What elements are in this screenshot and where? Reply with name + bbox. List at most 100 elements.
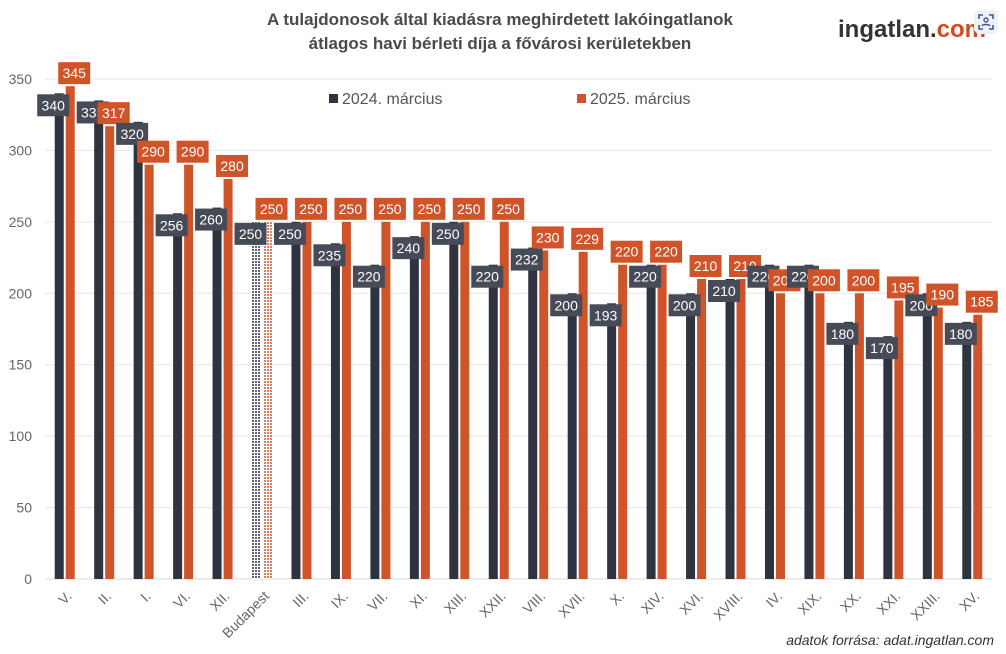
data-label-text: 250 (339, 201, 363, 217)
data-label-box (571, 227, 604, 250)
x-tick-label: II. (95, 588, 115, 608)
data-label-box (610, 240, 643, 263)
bar-2025 (223, 179, 233, 579)
bar-2025 (460, 221, 470, 579)
data-label-box (629, 265, 662, 288)
data-label-box (195, 208, 228, 231)
bar-2025 (973, 314, 983, 579)
data-label-2025: 250 (255, 197, 288, 220)
bar-2025 (263, 221, 273, 579)
data-label-box (216, 155, 249, 177)
data-label-2025: 280 (216, 155, 249, 177)
data-label-box (689, 255, 722, 277)
data-label-text: 250 (418, 201, 442, 217)
bar-2025 (854, 293, 864, 579)
data-label-2025: 250 (452, 197, 485, 220)
data-label-text: 290 (181, 144, 205, 160)
data-label-text: 250 (278, 226, 302, 242)
data-label-text: 250 (497, 201, 521, 217)
x-tick-label: XVI. (676, 588, 706, 618)
bar-2025 (894, 300, 904, 579)
data-label-2025: 220 (650, 240, 683, 263)
bar-2024 (449, 221, 459, 579)
data-label-2025: 250 (373, 197, 406, 220)
data-source-note: adatok forrása: adat.ingatlan.com (786, 632, 994, 648)
data-label-box (294, 197, 327, 220)
bar-2024 (133, 121, 143, 579)
data-label-box (313, 244, 346, 267)
bar-2025 (775, 293, 785, 579)
x-tick-label: XIX. (795, 588, 825, 618)
bar-2024 (843, 321, 853, 579)
data-label-box (826, 322, 859, 345)
bar-2025 (578, 251, 588, 579)
chart-title-line2: átlagos havi bérleti díja a fővárosi ker… (308, 34, 692, 53)
data-label-2024: 250 (234, 222, 267, 245)
legend-label-2024: 2024. március (342, 91, 443, 108)
data-label-box (176, 140, 209, 163)
data-label-box (708, 280, 741, 302)
data-label-text: 220 (615, 244, 639, 260)
bar-2024 (252, 221, 262, 579)
data-label-text: 250 (260, 201, 284, 217)
bars (54, 86, 983, 580)
data-label-2025: 230 (531, 226, 564, 249)
data-label-box (352, 265, 385, 288)
bar-2024 (883, 336, 893, 579)
x-tick-label: I. (137, 588, 154, 605)
data-label-box (807, 269, 840, 292)
y-tick-label: 0 (24, 571, 32, 587)
data-label-box (492, 197, 525, 220)
bar-2025 (381, 221, 391, 579)
y-tick-label: 150 (9, 357, 33, 373)
data-label-2024: 320 (116, 122, 149, 145)
bar-2025 (420, 221, 430, 579)
data-label-box (116, 122, 149, 145)
bar-2024 (725, 279, 735, 579)
data-label-2025: 250 (334, 197, 367, 220)
data-label-2024: 200 (550, 294, 583, 317)
data-label-box (373, 197, 406, 220)
data-label-text: 200 (852, 272, 876, 288)
visual-search-icon[interactable] (974, 10, 998, 34)
x-tick-label: XVIII. (710, 588, 746, 624)
data-label-2024: 260 (195, 208, 228, 231)
data-label-box (255, 197, 288, 220)
data-label-text: 256 (160, 217, 184, 233)
bar-2024 (488, 264, 498, 579)
data-label-text: 250 (239, 226, 263, 242)
bar-2024 (607, 303, 617, 579)
bar-2024 (804, 264, 814, 579)
x-tick-label: VIII. (519, 588, 548, 617)
bar-2025 (618, 264, 628, 579)
bar-2024 (567, 293, 577, 579)
data-label-2025: 290 (176, 140, 209, 163)
data-label-box (550, 294, 583, 317)
data-label-box (847, 269, 880, 292)
bar-2024 (646, 264, 656, 579)
bar-2024 (409, 236, 419, 579)
data-label-2024: 232 (510, 248, 543, 271)
x-tick-label: XXI. (873, 588, 903, 618)
data-label-box (137, 140, 170, 163)
x-tick-label: XII. (207, 588, 233, 614)
bar-2025 (499, 221, 509, 579)
data-label-2025: 200 (807, 269, 840, 292)
x-tick-label: XX. (837, 588, 864, 615)
data-label-text: 345 (63, 65, 87, 81)
data-label-2025: 185 (965, 290, 998, 313)
data-label-2024: 250 (431, 222, 464, 245)
bar-2025 (105, 126, 115, 580)
x-tick-label: XI. (407, 588, 430, 611)
x-tick-label: XIV. (638, 588, 667, 617)
x-tick-label: XIII. (441, 588, 470, 617)
data-label-box (926, 283, 959, 306)
data-label-text: 280 (220, 158, 244, 174)
data-label-box (865, 337, 898, 360)
data-label-box (392, 237, 425, 260)
data-label-box (58, 62, 91, 85)
data-label-2025: 317 (97, 102, 130, 125)
data-label-2025: 250 (413, 197, 446, 220)
data-label-text: 185 (970, 294, 994, 310)
